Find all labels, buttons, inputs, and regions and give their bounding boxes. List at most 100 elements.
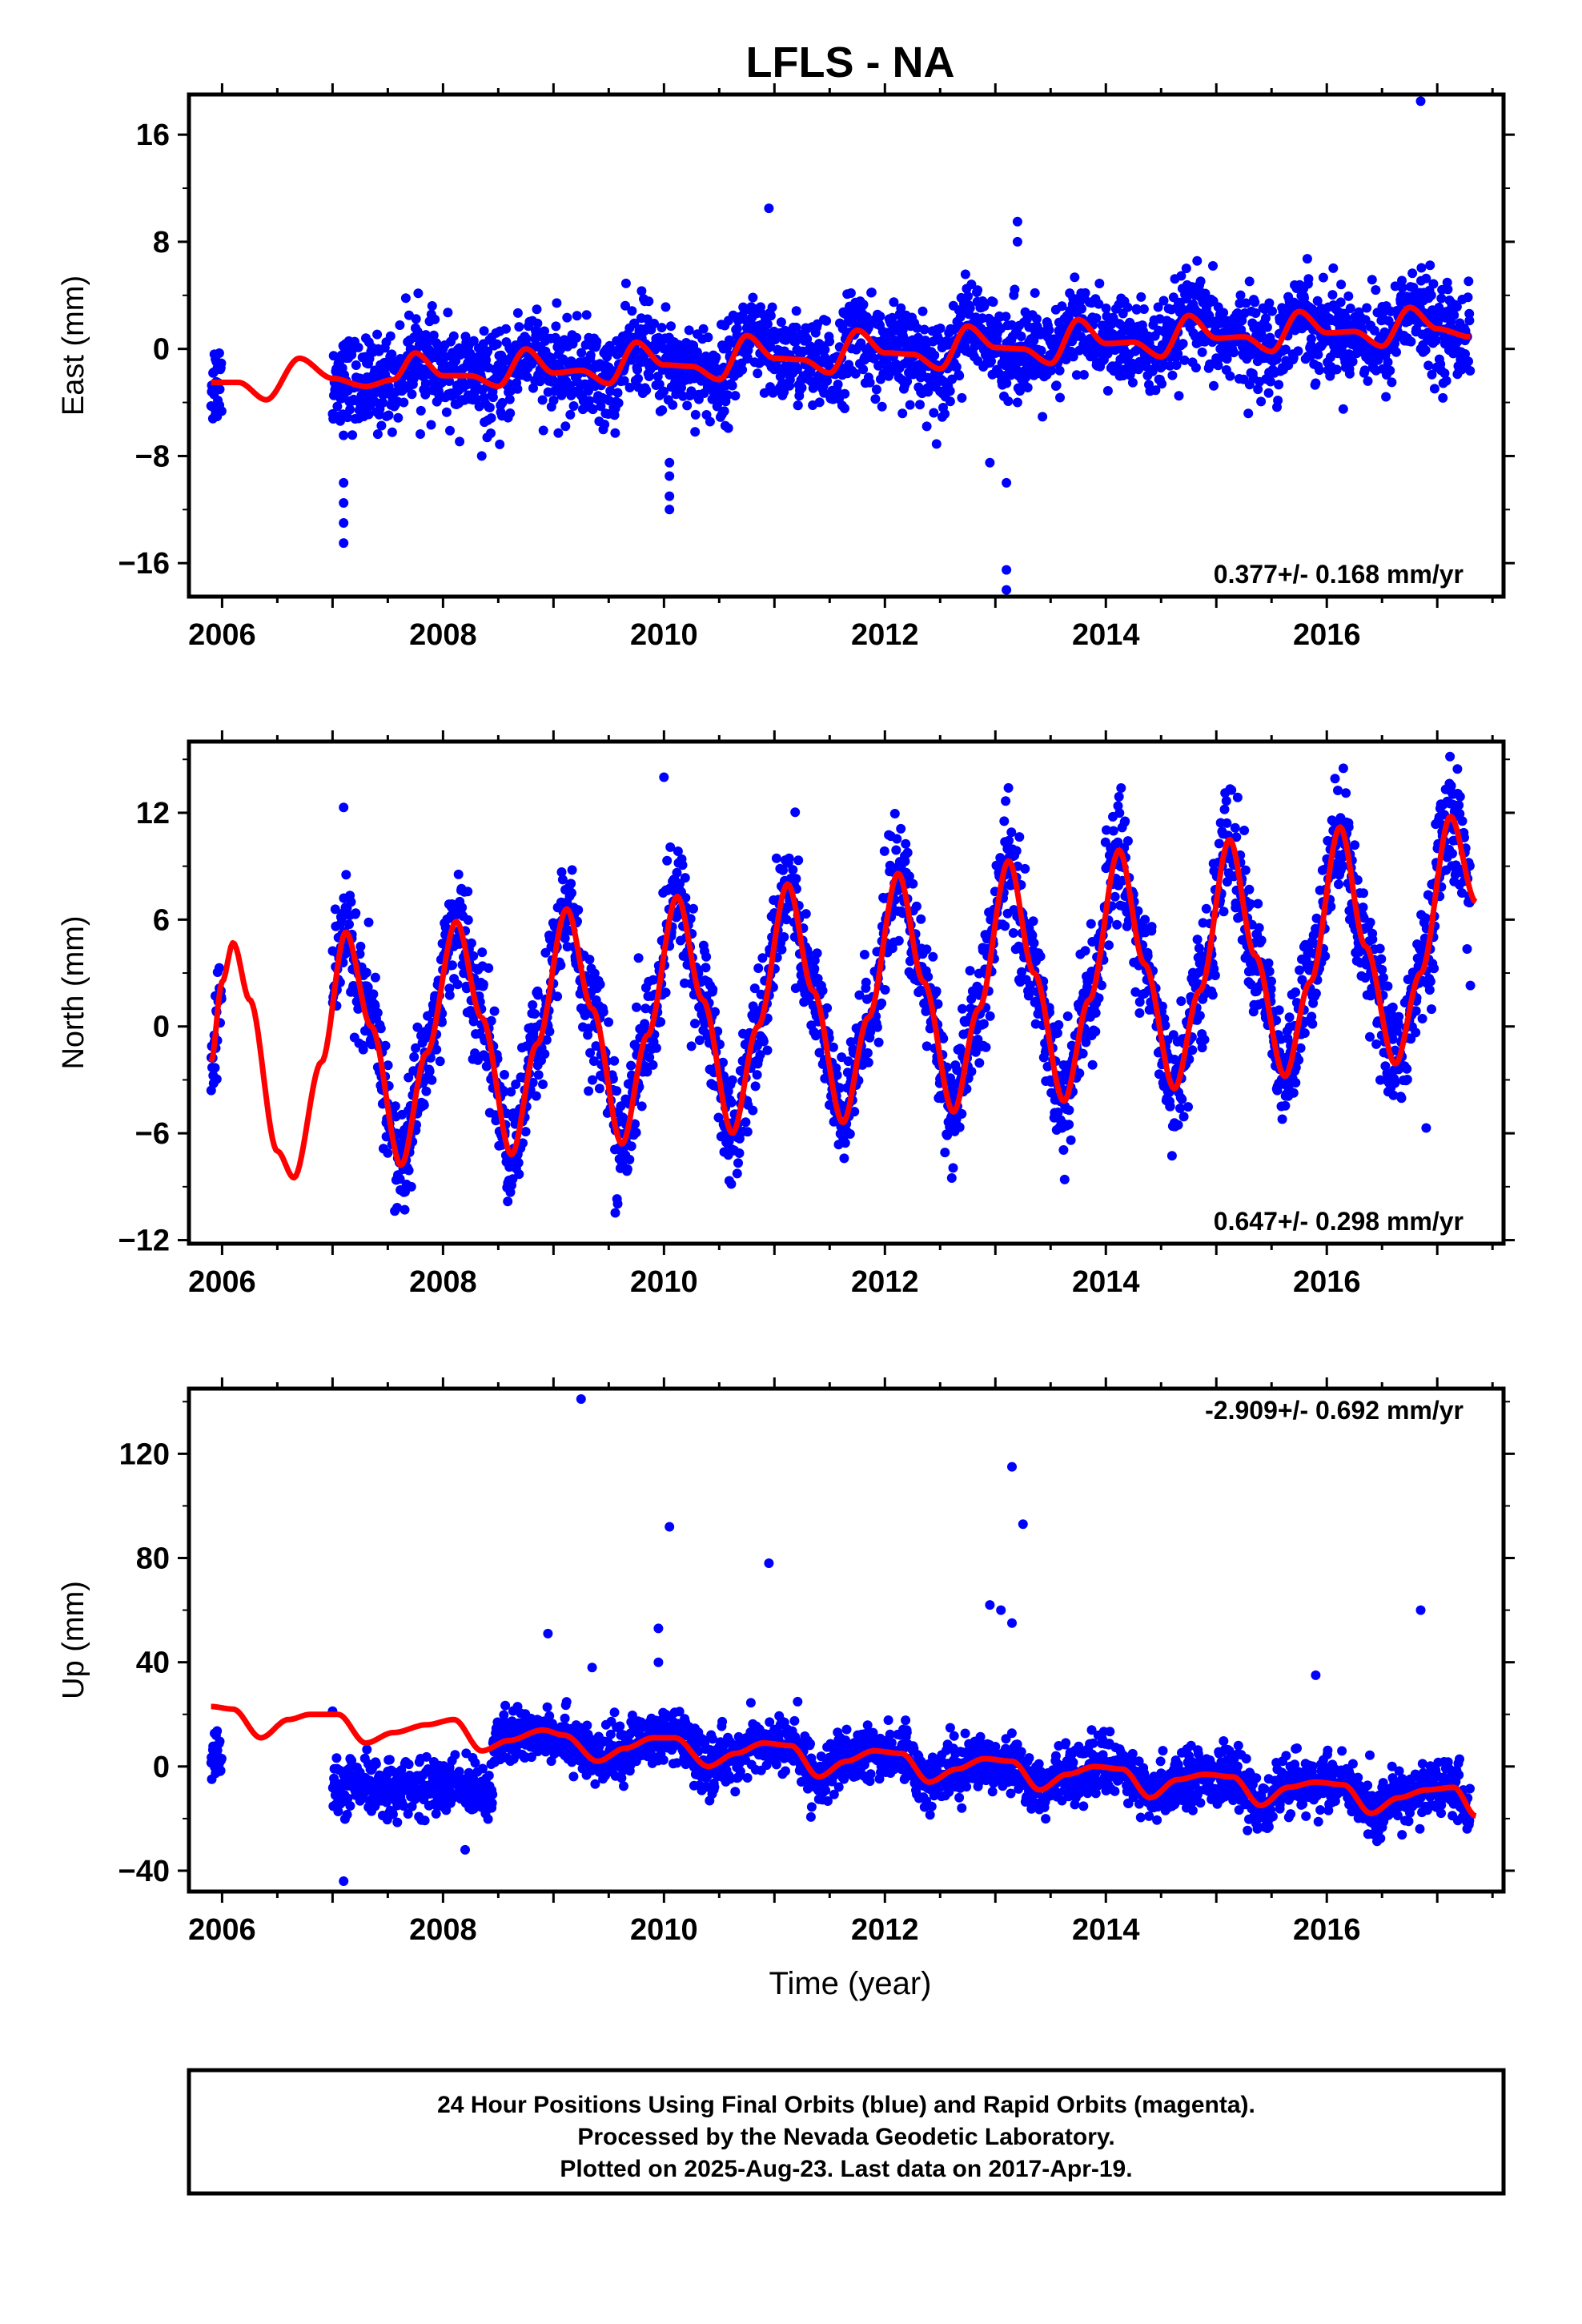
data-point: [686, 1041, 697, 1051]
data-point: [1441, 376, 1452, 386]
data-point: [387, 427, 397, 437]
data-point: [1086, 919, 1096, 929]
data-point: [661, 302, 671, 312]
data-point: [514, 1169, 524, 1180]
outlier-point: [339, 538, 349, 549]
data-point: [727, 1075, 737, 1085]
data-point: [395, 1174, 405, 1184]
data-point: [548, 396, 559, 405]
data-point: [737, 364, 748, 375]
data-point: [216, 358, 227, 368]
data-point: [562, 312, 572, 323]
data-point: [533, 990, 543, 1000]
data-point: [1044, 325, 1054, 335]
data-point: [942, 1130, 953, 1140]
data-point: [351, 360, 361, 370]
data-point: [215, 384, 225, 395]
data-point: [877, 998, 887, 1008]
data-point: [757, 953, 768, 963]
data-point: [1020, 863, 1030, 874]
data-point: [705, 416, 715, 427]
data-point: [710, 1007, 720, 1017]
data-point: [1176, 996, 1186, 1007]
data-point: [668, 400, 678, 410]
data-point: [443, 308, 453, 318]
data-point: [1147, 366, 1158, 376]
data-point: [565, 409, 576, 420]
data-point: [393, 412, 404, 423]
data-point: [581, 310, 592, 320]
data-point: [1263, 388, 1274, 398]
data-point: [1061, 355, 1071, 364]
data-point: [1369, 325, 1379, 336]
data-point: [383, 410, 394, 420]
data-point: [821, 316, 832, 326]
y-tick-label: 0: [153, 333, 170, 367]
data-point: [598, 1007, 608, 1017]
data-point: [641, 385, 652, 396]
data-point: [845, 1129, 855, 1139]
data-point: [889, 297, 899, 308]
data-point: [211, 1074, 222, 1084]
data-point: [376, 420, 387, 431]
data-point: [978, 1019, 989, 1029]
data-point: [616, 1101, 626, 1112]
data-point: [358, 1044, 368, 1055]
data-point: [1074, 1068, 1085, 1079]
data-point: [449, 364, 460, 374]
data-point: [540, 326, 549, 336]
y-tick-label: 12: [136, 797, 170, 830]
data-point: [741, 1117, 751, 1128]
data-point: [1101, 304, 1111, 313]
data-point: [1383, 357, 1393, 368]
data-point: [666, 321, 676, 332]
data-point: [685, 914, 696, 924]
data-point: [1113, 837, 1123, 847]
data-point: [957, 1108, 967, 1119]
data-point: [1406, 336, 1416, 347]
data-point: [1142, 951, 1153, 961]
data-point: [1195, 1011, 1205, 1021]
x-tick-label: 2010: [630, 618, 698, 652]
data-point: [612, 388, 623, 398]
data-point: [828, 1042, 838, 1052]
data-point: [730, 391, 741, 401]
data-point: [566, 879, 576, 889]
outlier-point: [1012, 216, 1022, 227]
data-point: [1081, 1037, 1091, 1047]
data-point: [1027, 930, 1038, 940]
data-point: [511, 1080, 521, 1089]
data-point: [404, 310, 414, 320]
data-point: [825, 1100, 834, 1110]
data-point: [711, 352, 721, 363]
data-point: [1431, 336, 1441, 346]
data-point: [1274, 380, 1284, 390]
data-point: [413, 288, 424, 299]
data-point: [1192, 255, 1203, 266]
data-point: [613, 398, 624, 408]
data-point: [1273, 396, 1283, 405]
data-point: [404, 1072, 414, 1083]
data-point: [726, 1179, 737, 1189]
data-point: [1443, 284, 1453, 295]
data-point: [1191, 363, 1201, 373]
data-point: [533, 1070, 544, 1080]
data-point: [1054, 1019, 1064, 1030]
data-point: [1187, 1045, 1198, 1055]
outlier-point: [339, 498, 349, 508]
data-point: [531, 1091, 541, 1101]
outlier-point: [1415, 96, 1426, 107]
outlier-point: [1002, 477, 1012, 488]
data-point: [1097, 980, 1106, 991]
data-point: [552, 298, 562, 308]
data-point: [1031, 314, 1042, 324]
data-point: [573, 905, 584, 915]
data-point: [1004, 835, 1014, 846]
data-point: [1436, 293, 1447, 304]
data-point: [748, 292, 758, 303]
data-point: [651, 1043, 661, 1053]
data-point: [1068, 352, 1078, 362]
data-point: [1090, 1027, 1101, 1037]
data-point: [656, 1017, 666, 1027]
panel-frame: [187, 92, 1506, 599]
